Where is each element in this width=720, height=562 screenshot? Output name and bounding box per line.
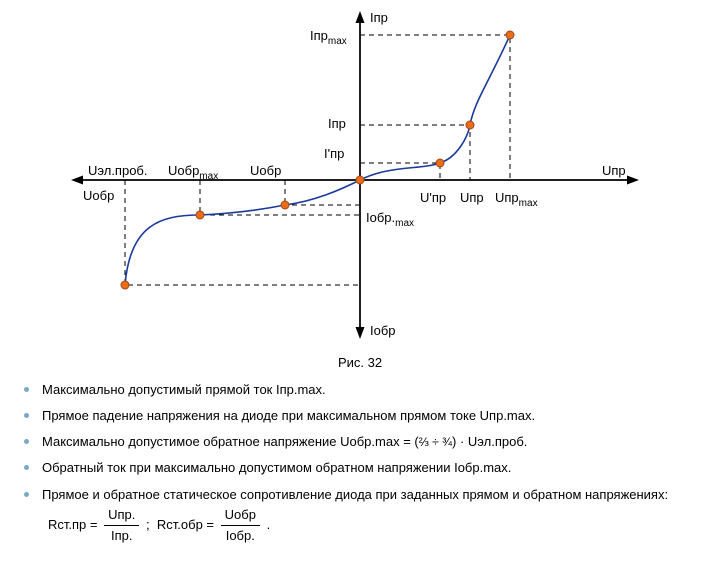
figure-caption: Рис. 32 [10, 355, 710, 370]
y-top-label: Iпр [370, 10, 388, 25]
list-item: Прямое падение напряжения на диоде при м… [24, 406, 710, 426]
svg-text:I'пр: I'пр [324, 146, 344, 161]
iv-curve-chart: Iпр Iобр Uпр Uобр Iпрmax Iпр I'пр Uэл.пр… [70, 10, 650, 350]
svg-text:Uобр: Uобр [250, 163, 281, 178]
svg-text:Uпр: Uпр [460, 190, 484, 205]
svg-text:Uобрmax: Uобрmax [168, 163, 218, 182]
svg-text:Iпр: Iпр [328, 116, 346, 131]
list-item: Прямое и обратное статическое сопротивле… [24, 485, 710, 546]
svg-text:Iобр.max: Iобр.max [366, 210, 414, 229]
list-item: Максимально допустимое обратное напряжен… [24, 432, 710, 452]
svg-text:Uэл.проб.: Uэл.проб. [88, 163, 148, 178]
svg-text:Uпрmax: Uпрmax [495, 190, 538, 209]
x-right-label: Uпр [602, 163, 626, 178]
list-item: Максимально допустимый прямой ток Iпр.ma… [24, 380, 710, 400]
svg-text:Iпрmax: Iпрmax [310, 28, 347, 47]
list-item: Обратный ток при максимально допустимом … [24, 458, 710, 478]
description-list: Максимально допустимый прямой ток Iпр.ma… [10, 380, 710, 546]
x-left-label: Uобр [83, 188, 114, 203]
y-bot-label: Iобр [370, 323, 396, 338]
svg-text:U'пр: U'пр [420, 190, 446, 205]
